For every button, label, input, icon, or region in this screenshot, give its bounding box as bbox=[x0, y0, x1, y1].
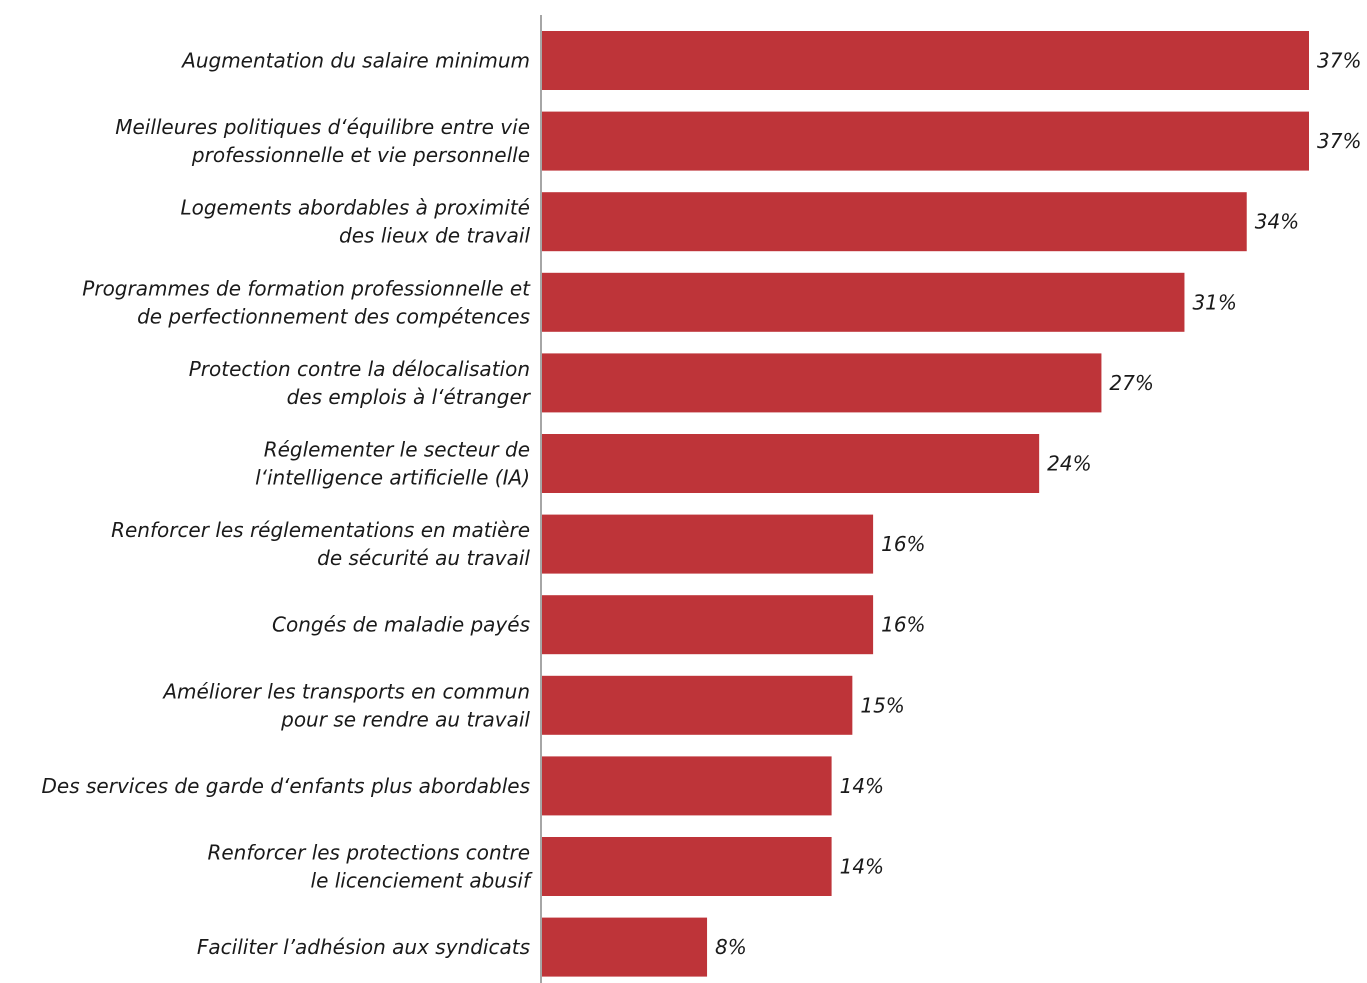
category-label-4: Programmes de formation professionnelle … bbox=[82, 276, 531, 328]
bar-8 bbox=[541, 595, 874, 655]
bar-1 bbox=[541, 31, 1309, 90]
value-label-8: 16% bbox=[881, 613, 925, 637]
bars-layer bbox=[541, 31, 1309, 977]
bar-4 bbox=[541, 272, 1185, 332]
value-label-5: 27% bbox=[1109, 371, 1153, 395]
category-labels-layer: Augmentation du salaire minimum Meilleure… bbox=[42, 49, 533, 960]
bar-9 bbox=[541, 675, 853, 735]
value-label-4: 31% bbox=[1192, 290, 1236, 314]
category-label-9: Améliorer les transports en commun pour s… bbox=[161, 679, 530, 731]
value-label-9: 15% bbox=[860, 693, 904, 717]
bar-11 bbox=[541, 837, 832, 896]
value-label-7: 16% bbox=[881, 532, 925, 556]
value-label-6: 24% bbox=[1047, 452, 1091, 476]
bar-10 bbox=[541, 756, 832, 816]
category-label-11: Renforcer les protections contre le licen… bbox=[207, 841, 533, 893]
value-label-10: 14% bbox=[840, 774, 884, 798]
bar-6 bbox=[541, 434, 1040, 493]
category-label-7: Renforcer les réglementations en matière… bbox=[111, 518, 530, 570]
category-label-8: Congés de maladie payés bbox=[272, 613, 530, 637]
value-label-3: 34% bbox=[1255, 210, 1299, 234]
bar-2 bbox=[541, 111, 1309, 171]
bar-5 bbox=[541, 353, 1102, 413]
bar-12 bbox=[541, 917, 708, 977]
value-label-12: 8% bbox=[715, 935, 747, 959]
category-label-6: Réglementer le secteur de l‘intelligence … bbox=[255, 438, 530, 490]
value-label-11: 14% bbox=[840, 855, 884, 879]
category-label-12: Faciliter l’adhésion aux syndicats bbox=[197, 935, 530, 959]
value-label-1: 37% bbox=[1317, 49, 1361, 73]
value-labels-layer: 37% 37% 34% 31% 27% 24% 16% 16% 15% 14% 14% 8% bbox=[715, 49, 1361, 960]
category-label-10: Des services de garde d‘enfants plus abo… bbox=[42, 774, 530, 798]
category-label-1: Augmentation du salaire minimum bbox=[180, 49, 530, 73]
category-label-2: Meilleures politiques d‘équilibre entre … bbox=[115, 115, 530, 167]
category-label-5: Protection contre la délocalisation des e… bbox=[189, 357, 532, 409]
category-label-3: Logements abordables à proximité des lieu… bbox=[180, 196, 530, 248]
bar-7 bbox=[541, 514, 874, 574]
bar-3 bbox=[541, 192, 1247, 252]
value-label-2: 37% bbox=[1317, 129, 1361, 153]
